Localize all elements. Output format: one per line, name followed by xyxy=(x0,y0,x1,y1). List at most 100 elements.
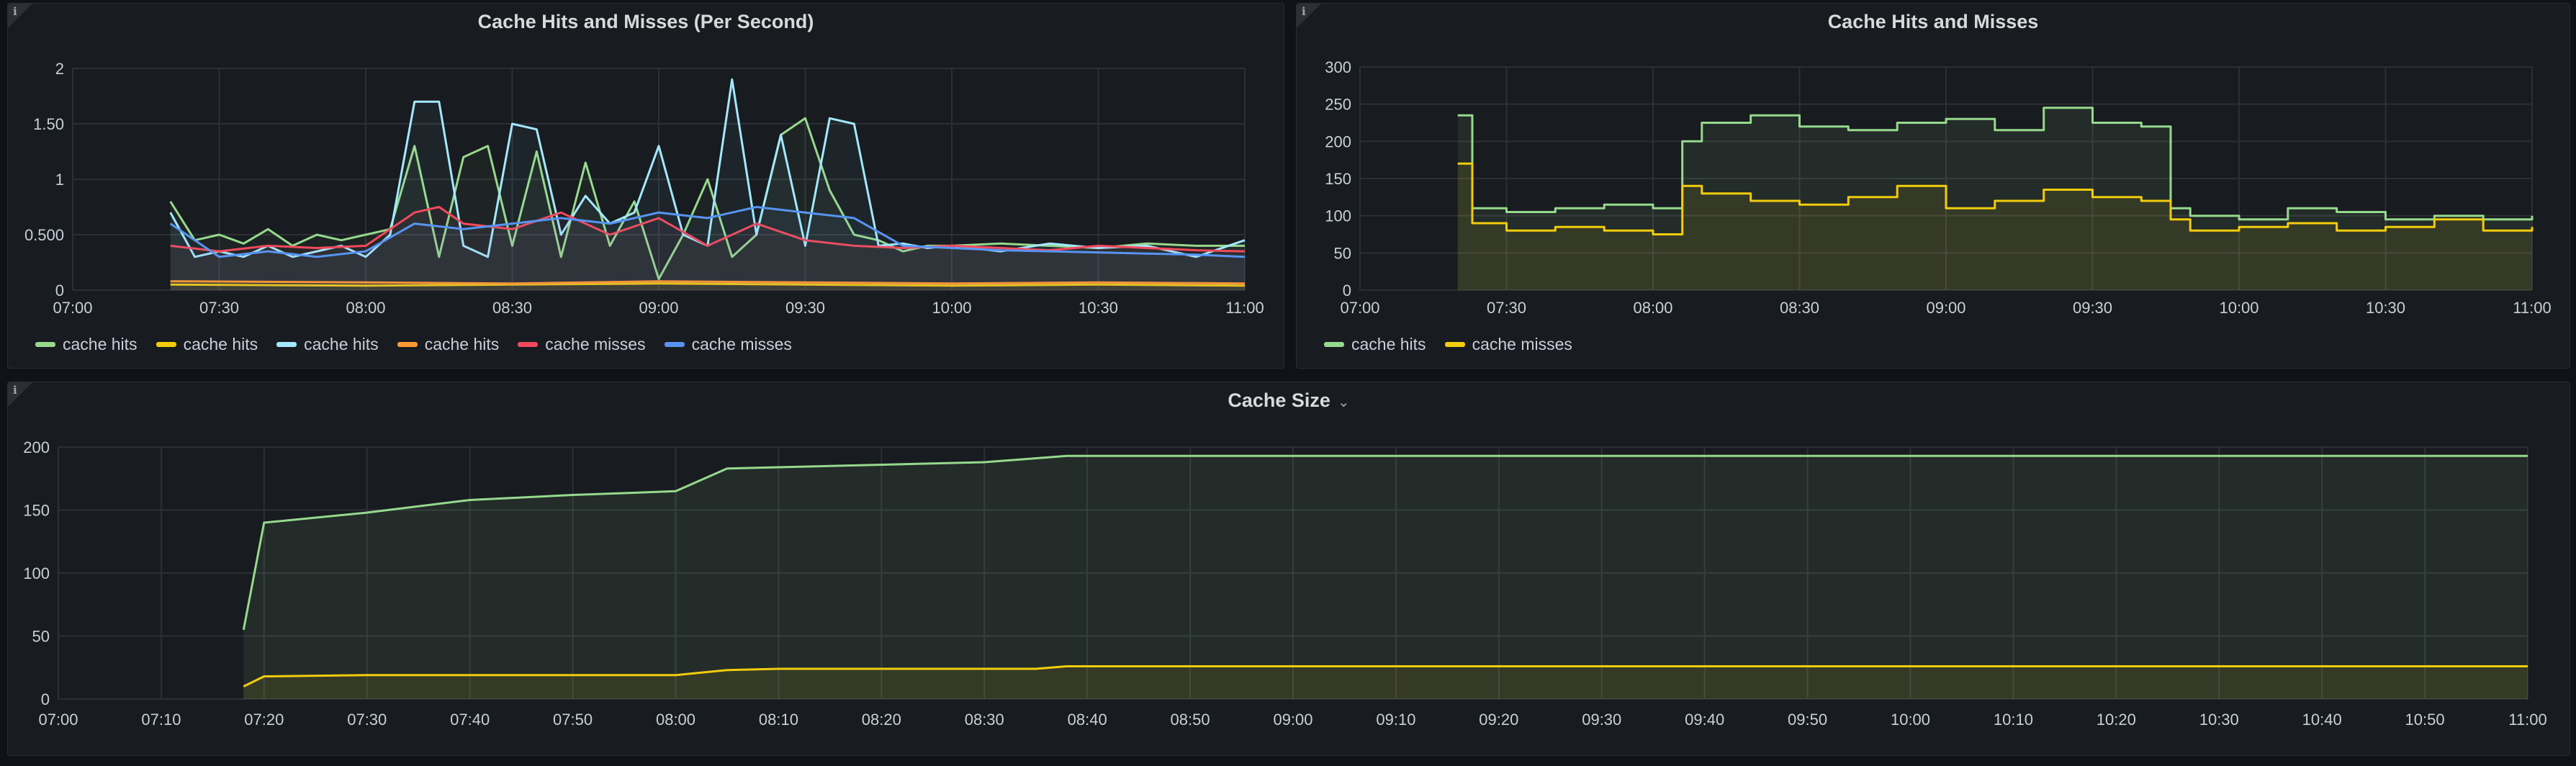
x-tick-label: 10:40 xyxy=(2302,711,2342,729)
x-tick-label: 10:00 xyxy=(2219,299,2258,317)
y-tick-label: 100 xyxy=(23,564,50,582)
panel-title[interactable]: Cache Hits and Misses xyxy=(1827,11,2039,32)
x-tick-label: 08:40 xyxy=(1068,711,1107,729)
x-tick-label: 07:10 xyxy=(141,711,181,729)
legend-label: cache misses xyxy=(545,335,646,353)
series-area xyxy=(170,207,1246,290)
x-tick-label: 09:30 xyxy=(2073,299,2112,317)
panel-hits-misses-per-second[interactable]: i Cache Hits and Misses (Per Second) 0 0.… xyxy=(7,3,1284,369)
y-tick-label: 1 xyxy=(55,171,64,189)
series-line[interactable] xyxy=(170,282,1246,287)
series-line[interactable] xyxy=(170,280,1246,285)
legend-swatch xyxy=(397,342,418,347)
y-tick-label: 2 xyxy=(55,60,64,78)
x-tick-label: 08:30 xyxy=(492,299,532,317)
series-line[interactable] xyxy=(170,206,1246,253)
y-tick-label: 100 xyxy=(1325,207,1351,225)
x-tick-label: 07:30 xyxy=(347,711,387,729)
y-tick-label: 0.500 xyxy=(24,226,64,244)
x-tick-label: 07:30 xyxy=(1487,299,1526,317)
x-tick-label: 08:00 xyxy=(1633,299,1672,317)
y-tick-label: 300 xyxy=(1325,58,1351,76)
legend-label: cache hits xyxy=(63,335,138,353)
x-tick-label: 07:40 xyxy=(450,711,490,729)
x-tick-label: 10:00 xyxy=(932,299,971,317)
legend-item[interactable]: cache hits xyxy=(397,335,500,354)
info-icon[interactable]: i xyxy=(13,384,17,397)
info-corner[interactable] xyxy=(1297,4,1321,28)
series-line[interactable] xyxy=(169,206,1246,258)
x-tick-label: 09:00 xyxy=(1926,299,1965,317)
x-tick-label: 07:00 xyxy=(38,711,78,729)
chart-hits-misses-per-second: 0 0.500 1 1.50 2 07:00 07:30 08:00 08:30 09:00 09:… xyxy=(24,60,1264,317)
info-corner[interactable] xyxy=(8,382,32,407)
series-area xyxy=(170,79,1246,291)
series-line[interactable] xyxy=(242,454,2528,631)
x-tick-label: 09:00 xyxy=(639,299,678,317)
legend-item[interactable]: cache hits xyxy=(156,335,258,354)
x-tick-label: 10:20 xyxy=(2097,711,2136,729)
y-tick-label: 200 xyxy=(23,438,50,456)
legend-swatch xyxy=(276,342,297,347)
x-tick-label: 08:00 xyxy=(656,711,695,729)
chevron-down-icon[interactable]: ⌄ xyxy=(1337,395,1350,410)
x-tick-label: 07:00 xyxy=(1340,299,1379,317)
series-line[interactable] xyxy=(243,665,2528,688)
series-area xyxy=(1457,163,2532,290)
legend-swatch xyxy=(1324,342,1344,347)
series-area xyxy=(243,456,2528,699)
x-tick-label: 10:00 xyxy=(1891,711,1930,729)
legend-item[interactable]: cache misses xyxy=(518,335,646,354)
series-line[interactable] xyxy=(1457,107,2534,221)
legend-item[interactable]: cache hits xyxy=(1324,335,1426,354)
legend-swatch xyxy=(664,342,685,347)
x-tick-label: 10:30 xyxy=(2199,711,2239,729)
legend-label: cache misses xyxy=(691,335,792,353)
x-tick-label: 11:00 xyxy=(2508,711,2546,729)
y-tick-label: 150 xyxy=(1325,170,1351,188)
series-line[interactable] xyxy=(1457,162,2534,235)
series-area xyxy=(170,207,1246,290)
x-tick-label: 09:10 xyxy=(1376,711,1415,729)
series-area xyxy=(1457,107,2532,290)
x-tick-label: 11:00 xyxy=(1225,299,1264,317)
y-tick-label: 50 xyxy=(32,628,50,646)
panel-hits-misses[interactable]: i Cache Hits and Misses 0 50 100 150 200 250 3… xyxy=(1296,3,2570,369)
x-tick-label: 11:00 xyxy=(2513,299,2551,317)
x-tick-label: 09:30 xyxy=(1582,711,1621,729)
info-icon[interactable]: i xyxy=(13,5,17,18)
x-tick-label: 10:30 xyxy=(2366,299,2405,317)
legend-item[interactable]: cache hits xyxy=(276,335,379,354)
x-tick-label: 10:50 xyxy=(2405,711,2445,729)
panel-title[interactable]: Cache Size ⌄ xyxy=(8,389,2570,412)
x-tick-label: 08:10 xyxy=(759,711,798,729)
legend-item[interactable]: cache hits xyxy=(35,335,138,354)
legend-item[interactable]: cache misses xyxy=(664,335,792,354)
info-icon[interactable]: i xyxy=(1302,5,1306,18)
legend-label: cache hits xyxy=(1351,335,1426,353)
x-tick-label: 07:50 xyxy=(553,711,593,729)
x-tick-label: 08:20 xyxy=(862,711,901,729)
y-tick-label: 250 xyxy=(1325,96,1351,114)
panel-cache-size[interactable]: i Cache Size ⌄ 0 50 100 150 200 07:00 07:10 07:2… xyxy=(7,382,2570,756)
info-corner[interactable] xyxy=(8,4,32,28)
chart-cache-size: 0 50 100 150 200 07:00 07:10 07:20 07:30 07:40 07:… xyxy=(23,438,2546,729)
x-tick-label: 08:00 xyxy=(346,299,385,317)
chart-legend: cache hits cache hits cache hits cache hits… xyxy=(35,335,792,354)
legend-label: cache hits xyxy=(424,335,500,353)
y-tick-label: 0 xyxy=(55,281,64,299)
x-tick-label: 09:40 xyxy=(1685,711,1724,729)
y-tick-label: 0 xyxy=(41,690,50,708)
legend-label: cache hits xyxy=(304,335,379,353)
legend-item[interactable]: cache misses xyxy=(1444,335,1572,354)
legend-swatch xyxy=(1444,342,1465,347)
x-tick-label: 07:00 xyxy=(53,299,92,317)
legend-label: cache misses xyxy=(1472,335,1572,353)
x-tick-label: 07:20 xyxy=(244,711,284,729)
legend-label: cache hits xyxy=(183,335,258,353)
x-tick-label: 09:50 xyxy=(1788,711,1827,729)
panel-title[interactable]: Cache Hits and Misses (Per Second) xyxy=(477,11,814,32)
y-tick-label: 150 xyxy=(23,502,50,520)
x-tick-label: 09:00 xyxy=(1273,711,1312,729)
x-tick-label: 09:20 xyxy=(1479,711,1518,729)
